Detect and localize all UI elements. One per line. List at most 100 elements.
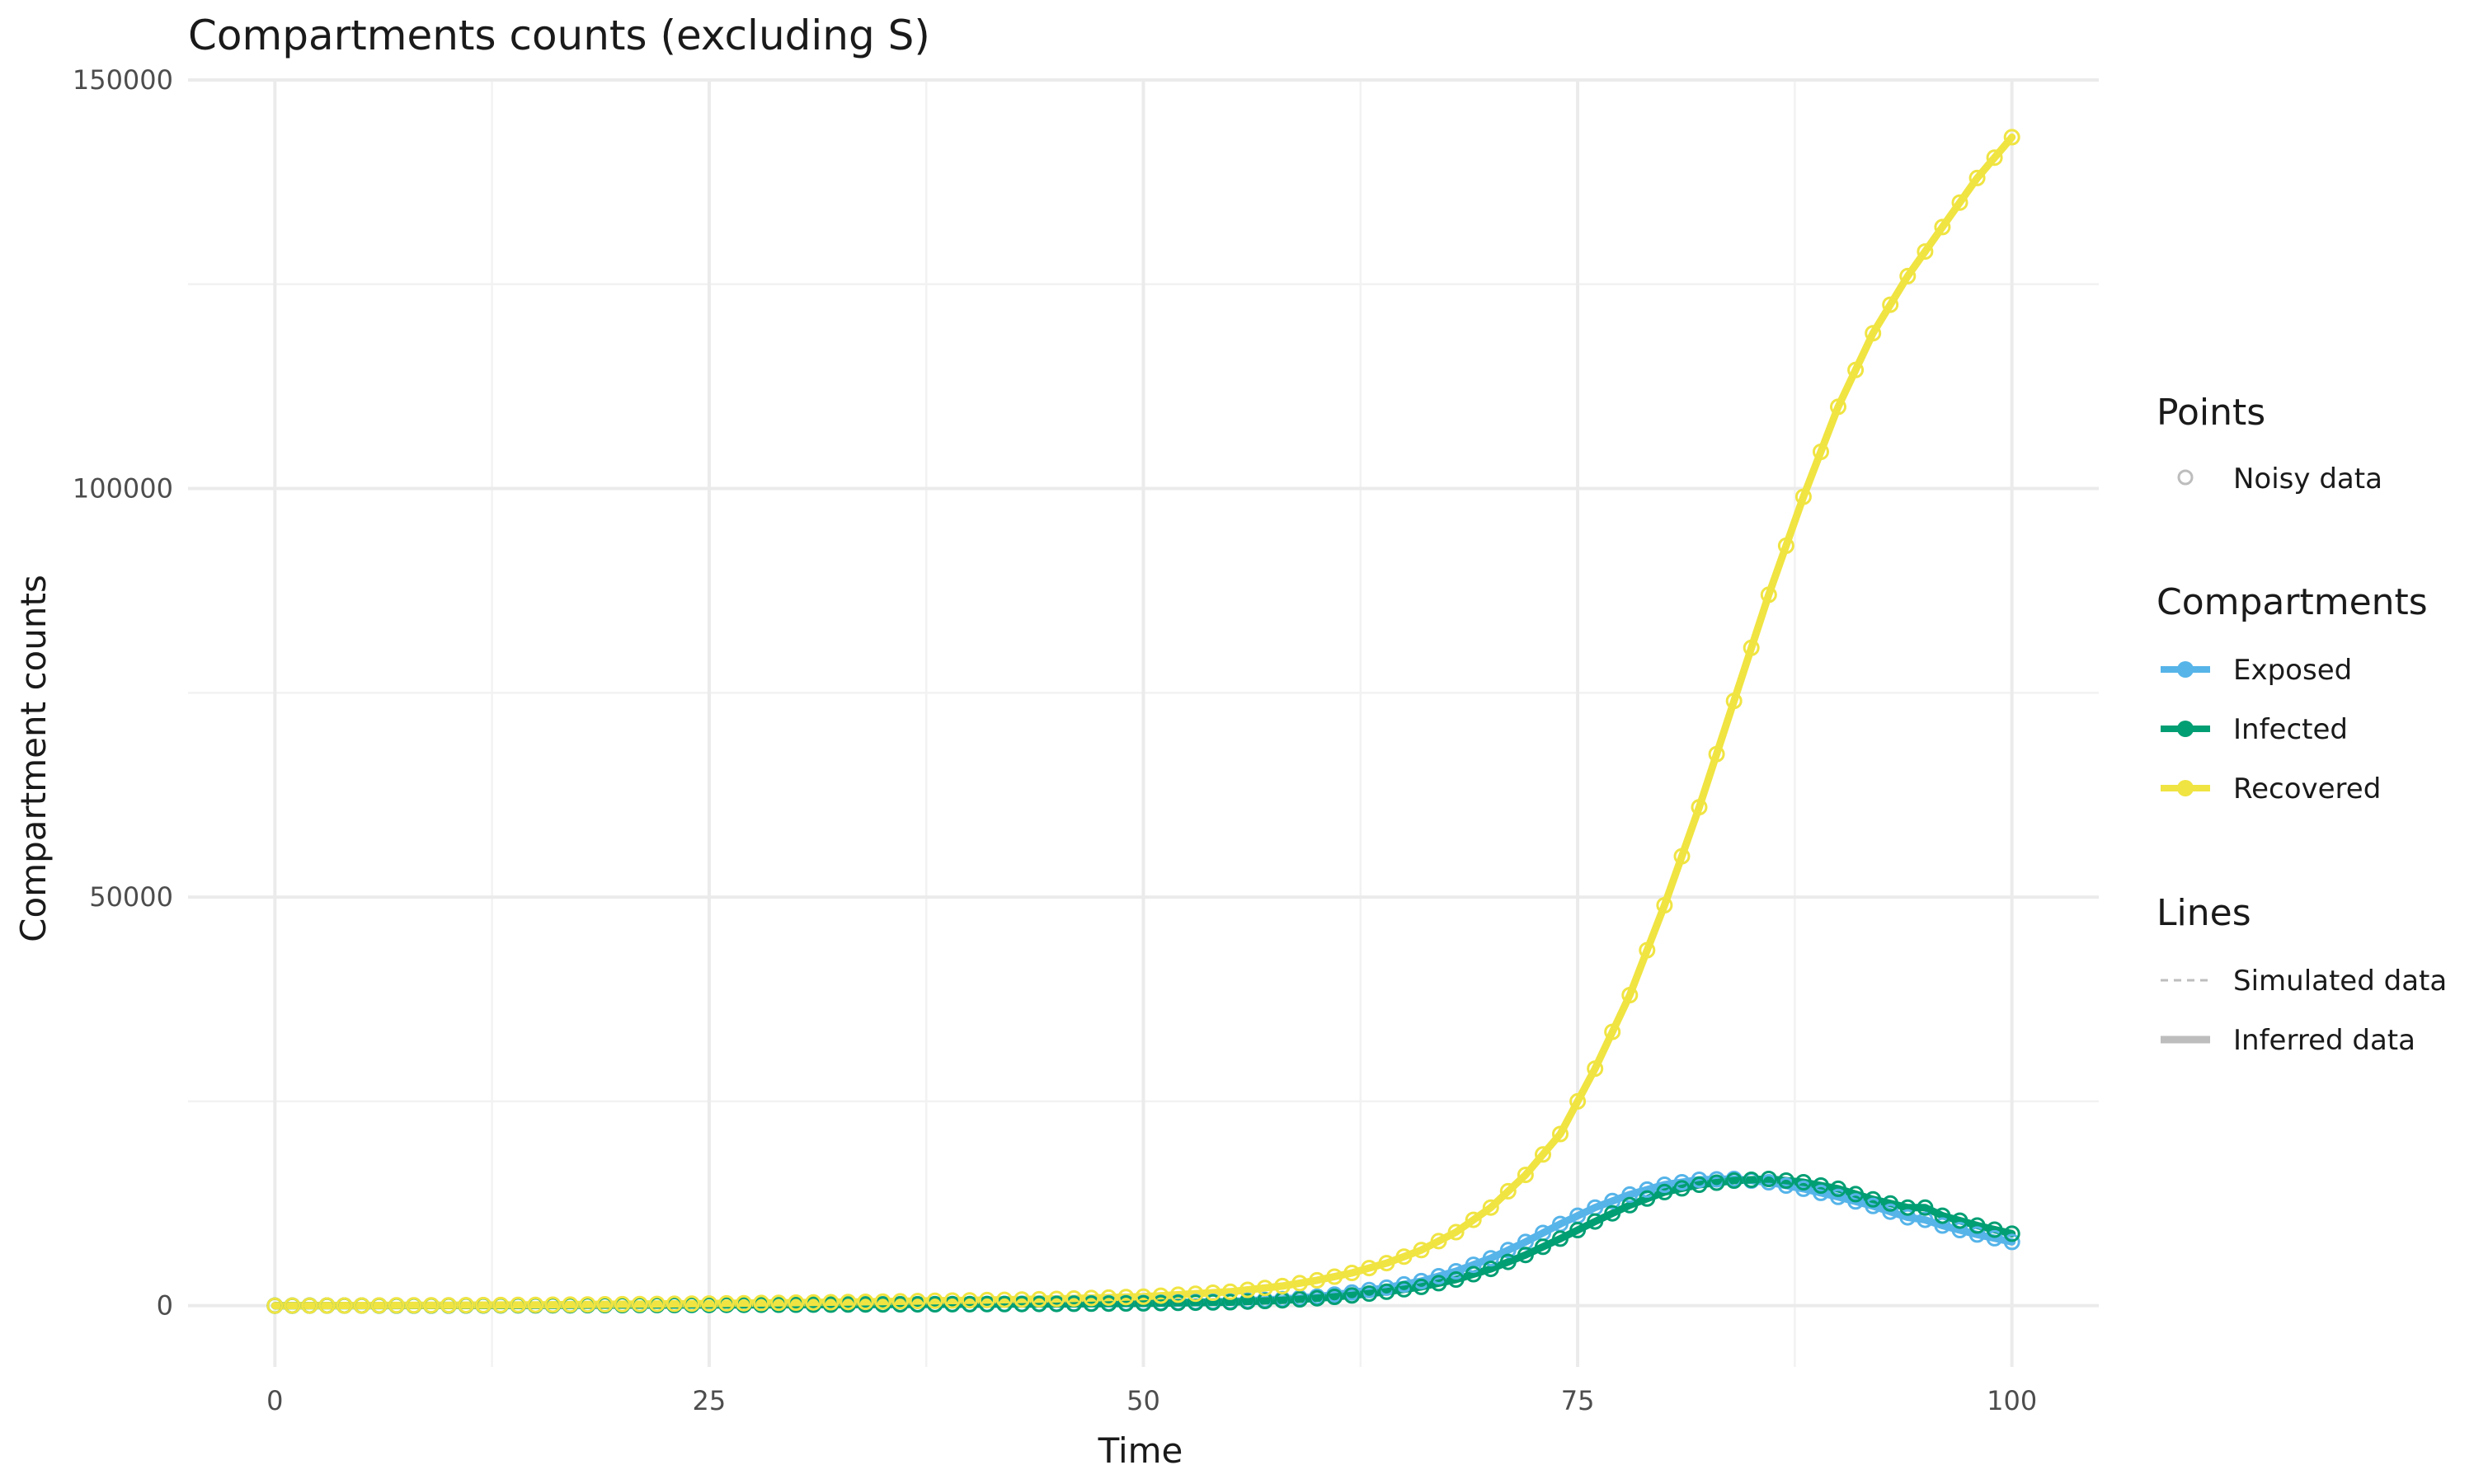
recovered-noisy-point bbox=[1239, 1281, 1256, 1298]
legend-exposed-key-dot bbox=[2177, 661, 2194, 678]
infected-noisy-point bbox=[1777, 1172, 1794, 1189]
major-grid bbox=[188, 78, 2099, 1367]
recovered-noisy-point bbox=[1413, 1242, 1430, 1259]
recovered-noisy-point bbox=[909, 1293, 926, 1310]
recovered-noisy-point bbox=[1621, 987, 1639, 1003]
infected-noisy-point bbox=[1552, 1230, 1569, 1247]
infected-noisy-point bbox=[1065, 1295, 1083, 1313]
infected-noisy-point bbox=[1535, 1238, 1551, 1256]
exposed-noisy-point bbox=[1673, 1174, 1691, 1190]
recovered-noisy-point bbox=[596, 1296, 614, 1313]
recovered-noisy-point bbox=[1865, 325, 1882, 342]
recovered-noisy-point bbox=[405, 1297, 422, 1314]
recovered-noisy-point bbox=[422, 1297, 440, 1314]
exposed-noisy-point bbox=[1621, 1186, 1639, 1203]
recovered-noisy-point bbox=[961, 1292, 978, 1309]
recovered-noisy-point bbox=[874, 1293, 891, 1310]
infected-noisy-point bbox=[1621, 1196, 1639, 1214]
infected-noisy-point bbox=[1691, 1176, 1708, 1193]
recovered-noisy-point bbox=[1847, 361, 1865, 378]
exposed-noisy-point bbox=[1656, 1176, 1673, 1193]
exposed-noisy-point bbox=[1865, 1197, 1882, 1214]
recovered-noisy-point bbox=[1777, 537, 1794, 554]
recovered-noisy-point bbox=[388, 1297, 405, 1314]
recovered-noisy-point bbox=[579, 1296, 596, 1313]
recovered-noisy-point bbox=[1917, 243, 1934, 261]
recovered-noisy-point bbox=[1152, 1287, 1169, 1304]
exposed-noisy-point bbox=[1639, 1181, 1656, 1198]
recovered-noisy-point bbox=[857, 1294, 874, 1310]
recovered-noisy-point bbox=[1934, 218, 1951, 236]
infected-noisy-point bbox=[1830, 1180, 1846, 1197]
exposed-noisy-point bbox=[1968, 1226, 1986, 1243]
recovered-noisy-point bbox=[631, 1295, 648, 1313]
y-tick-label: 50000 bbox=[89, 881, 173, 913]
recovered-noisy-point bbox=[440, 1297, 457, 1314]
infected-noisy-point bbox=[1813, 1177, 1829, 1194]
infected-noisy-point bbox=[1794, 1174, 1812, 1190]
legend-compartments-title: Compartments bbox=[2157, 581, 2428, 623]
infected-noisy-point bbox=[1656, 1183, 1673, 1200]
recovered-noisy-point bbox=[1951, 194, 1968, 211]
recovered-noisy-point bbox=[1986, 149, 2003, 167]
recovered-noisy-point bbox=[1899, 267, 1917, 284]
infected-noisy-point bbox=[1430, 1275, 1447, 1292]
infected-noisy-point bbox=[1934, 1207, 1951, 1224]
exposed-noisy-point bbox=[1413, 1272, 1430, 1289]
exposed-noisy-point bbox=[1847, 1193, 1865, 1210]
recovered-noisy-point bbox=[1725, 693, 1743, 710]
infected-noisy-point bbox=[1865, 1190, 1882, 1208]
legend-exposed-label: Exposed bbox=[2233, 654, 2352, 687]
infected-noisy-point bbox=[1169, 1294, 1187, 1312]
recovered-noisy-point bbox=[458, 1297, 474, 1314]
exposed-noisy-point bbox=[1986, 1229, 2003, 1247]
exposed-noisy-point bbox=[1951, 1222, 1968, 1238]
recovered-noisy-point bbox=[1343, 1265, 1361, 1281]
infected-noisy-point bbox=[1465, 1266, 1482, 1283]
recovered-noisy-point bbox=[1760, 586, 1777, 603]
infected-noisy-point bbox=[1986, 1221, 2003, 1238]
y-tick-label: 0 bbox=[157, 1290, 173, 1322]
recovered-noisy-point bbox=[1708, 745, 1725, 763]
exposed-noisy-point bbox=[2003, 1233, 2020, 1251]
infected-noisy-point bbox=[1569, 1222, 1587, 1238]
infected-noisy-point bbox=[1083, 1295, 1100, 1313]
recovered-noisy-point bbox=[1014, 1291, 1031, 1308]
legend-points-title: Points bbox=[2157, 392, 2265, 434]
infected-noisy-point bbox=[1951, 1212, 1968, 1229]
exposed-noisy-point bbox=[1499, 1242, 1517, 1259]
recovered-noisy-point bbox=[736, 1294, 752, 1312]
recovered-noisy-point bbox=[1743, 639, 1760, 656]
recovered-noisy-point bbox=[614, 1295, 631, 1313]
infected-noisy-point bbox=[1917, 1199, 1934, 1216]
legend-recovered-label: Recovered bbox=[2233, 773, 2381, 805]
recovered-noisy-point bbox=[996, 1291, 1013, 1308]
legend-simulated-data-label: Simulated data bbox=[2233, 965, 2447, 998]
y-axis-title: Compartment counts bbox=[13, 575, 54, 942]
recovered-noisy-point bbox=[1673, 848, 1691, 865]
recovered-noisy-point bbox=[1587, 1060, 1604, 1078]
recovered-noisy-point bbox=[700, 1295, 717, 1313]
infected-noisy-point bbox=[1378, 1283, 1395, 1300]
recovered-noisy-point bbox=[1482, 1199, 1499, 1216]
y-tick-label: 150000 bbox=[73, 64, 173, 96]
infected-noisy-point bbox=[1968, 1217, 1986, 1234]
exposed-noisy-point bbox=[1934, 1217, 1951, 1234]
recovered-noisy-point bbox=[1100, 1289, 1117, 1306]
infected-noisy-point bbox=[2003, 1225, 2020, 1242]
legend-noisy-data-key bbox=[2177, 469, 2194, 486]
x-tick-label: 100 bbox=[1987, 1385, 2037, 1416]
recovered-noisy-point bbox=[1604, 1023, 1621, 1040]
infected-noisy-point bbox=[1482, 1261, 1499, 1278]
recovered-noisy-point bbox=[1499, 1182, 1517, 1200]
x-tick-label: 75 bbox=[1561, 1385, 1595, 1416]
infected-noisy-point bbox=[1326, 1289, 1343, 1305]
infected-noisy-point bbox=[1117, 1295, 1135, 1312]
x-tick-label: 50 bbox=[1126, 1385, 1160, 1416]
y-axis-ticks: 0 50000 100000 150000 bbox=[73, 64, 173, 1322]
infected-noisy-point bbox=[1604, 1205, 1621, 1222]
recovered-noisy-point bbox=[822, 1294, 840, 1311]
exposed-noisy-point bbox=[1794, 1180, 1812, 1197]
infected-noisy-point bbox=[1587, 1213, 1604, 1230]
